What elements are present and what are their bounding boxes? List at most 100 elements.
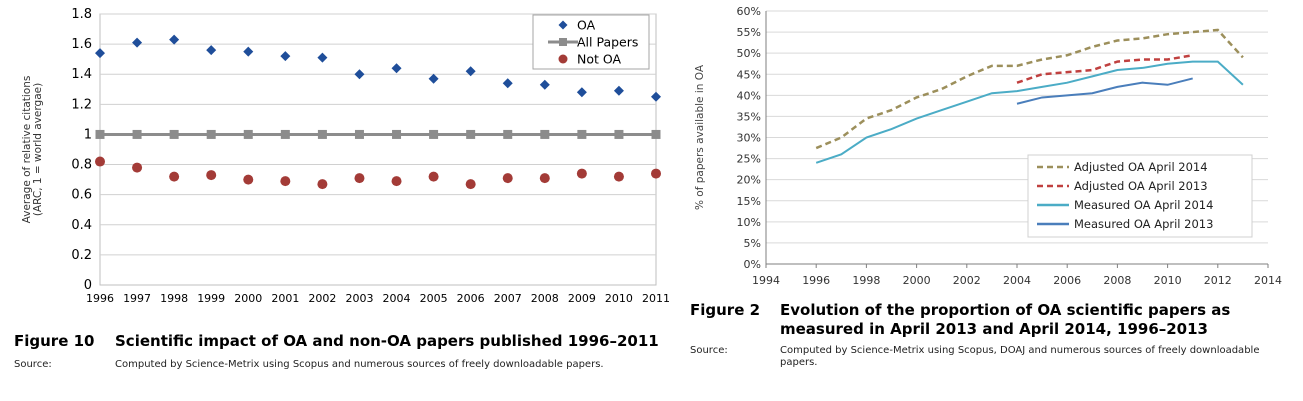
x-tick-label: 1996	[802, 274, 830, 287]
y-tick-label: 0.4	[71, 218, 92, 233]
x-tick-label: 2014	[1254, 274, 1282, 287]
point-not-oa	[391, 176, 402, 187]
x-tick-label: 2010	[605, 292, 633, 305]
figure-10-title: Scientific impact of OA and non-OA paper…	[115, 332, 659, 350]
point-oa	[95, 48, 105, 59]
legend-label: Measured OA April 2013	[1074, 217, 1213, 231]
y-tick-label: 10%	[737, 216, 761, 229]
point-oa	[539, 79, 550, 90]
y-tick-label: 15%	[737, 195, 761, 208]
point-all-papers	[243, 129, 253, 139]
point-all-papers	[466, 129, 476, 139]
point-all-papers	[169, 129, 179, 139]
x-tick-label: 2006	[1053, 274, 1081, 287]
point-oa	[502, 78, 513, 89]
y-tick-label: 0.8	[71, 158, 92, 173]
y-tick-label: 1.4	[71, 67, 92, 82]
y-tick-label: 5%	[744, 237, 761, 250]
series-line-1	[815, 28, 1244, 150]
point-not-oa	[539, 173, 550, 184]
figure-10-source-label: Source:	[14, 359, 52, 370]
point-not-oa	[206, 170, 217, 181]
point-all-papers	[503, 129, 513, 139]
point-oa	[243, 46, 254, 57]
x-tick-label: 2011	[642, 292, 670, 305]
point-all-papers	[95, 129, 105, 139]
point-not-oa	[428, 171, 439, 182]
point-oa	[206, 45, 217, 56]
x-tick-label: 1996	[86, 292, 114, 305]
point-not-oa	[243, 174, 254, 185]
point-not-oa	[502, 173, 513, 184]
point-not-oa	[651, 168, 661, 179]
y-tick-label: 30%	[737, 132, 761, 145]
point-oa	[280, 51, 291, 62]
y-tick-label: 35%	[737, 110, 761, 123]
point-oa	[391, 63, 402, 74]
legend-box	[532, 14, 650, 70]
x-tick-label: 2010	[1154, 274, 1182, 287]
point-not-oa	[95, 156, 105, 167]
x-tick-label: 2008	[1103, 274, 1131, 287]
point-oa	[465, 66, 476, 77]
x-tick-label: 2006	[457, 292, 485, 305]
x-tick-label: 2009	[568, 292, 596, 305]
x-tick-label: 2001	[271, 292, 299, 305]
point-not-oa	[465, 179, 476, 190]
figure-2-title: Evolution of the proportion of OA scient…	[780, 301, 1231, 338]
point-not-oa	[169, 171, 180, 182]
point-all-papers	[206, 129, 216, 139]
point-all-papers	[132, 129, 142, 139]
x-tick-label: 2008	[531, 292, 559, 305]
point-oa	[651, 91, 661, 102]
y-axis-title: Average of relative citations(ARC, 1 = w…	[21, 76, 44, 224]
y-tick-label: 1.2	[71, 97, 92, 112]
figure-2-chart: 0% 5% 10% 15% 20% 25% 30% 35% 40% 45% 50% 55% 60% 199…	[694, 5, 1282, 287]
point-not-oa	[613, 171, 624, 182]
point-oa	[354, 69, 365, 80]
x-tick-label: 1999	[197, 292, 225, 305]
figure-2-source-text: Computed by Science-Metrix using Scopus,…	[780, 345, 1260, 368]
x-tick-label: 2004	[1003, 274, 1031, 287]
legend-marker-all-papers	[559, 38, 567, 46]
legend-label: Measured OA April 2014	[1074, 198, 1213, 212]
legend-label: Not OA	[577, 52, 621, 67]
point-oa	[428, 73, 439, 84]
point-not-oa	[132, 162, 143, 173]
x-tick-label: 2004	[383, 292, 411, 305]
point-all-papers	[392, 129, 402, 139]
point-all-papers	[540, 129, 550, 139]
point-oa	[317, 52, 328, 63]
figure-2-panel: 0% 5% 10% 15% 20% 25% 30% 35% 40% 45% 50% 55% 60% 199…	[688, 0, 1303, 401]
legend-marker-not-oa	[558, 54, 568, 64]
legend-label: All Papers	[577, 35, 638, 50]
point-oa	[613, 85, 624, 96]
x-tick-label: 2005	[420, 292, 448, 305]
y-tick-label: 60%	[737, 5, 761, 18]
figure-2-number: Figure 2	[690, 301, 761, 319]
point-not-oa	[576, 168, 587, 179]
y-axis-title-line: (ARC, 1 = world avergae)	[32, 83, 44, 216]
point-all-papers	[317, 129, 327, 139]
point-all-papers	[354, 129, 364, 139]
y-tick-label: 0%	[744, 258, 761, 271]
y-tick-label: 20%	[737, 174, 761, 187]
y-tick-label: 0.6	[71, 188, 92, 203]
series-line-4	[1016, 77, 1193, 105]
x-tick-label: 2012	[1204, 274, 1232, 287]
figure-2-source-label: Source:	[690, 345, 728, 356]
point-oa	[169, 34, 180, 45]
point-all-papers	[429, 129, 439, 139]
y-tick-label: 1	[84, 127, 92, 142]
y-tick-label: 0.2	[71, 248, 92, 263]
point-not-oa	[317, 179, 328, 190]
x-tick-label: 2002	[953, 274, 981, 287]
point-oa	[132, 37, 143, 48]
figure-10-panel: 0 0.2 0.4 0.6 0.8 1 1.2 1.4 1.6 1.8 1996 1997 1998 19…	[14, 7, 670, 370]
y-tick-label: 1.6	[71, 37, 92, 52]
point-not-oa	[280, 176, 291, 187]
figure-10-chart: 0 0.2 0.4 0.6 0.8 1 1.2 1.4 1.6 1.8 1996 1997 1998 19…	[21, 7, 670, 305]
y-tick-label: 50%	[737, 47, 761, 60]
series-line-2	[1016, 54, 1193, 84]
legend-label: Adjusted OA April 2014	[1074, 160, 1208, 174]
